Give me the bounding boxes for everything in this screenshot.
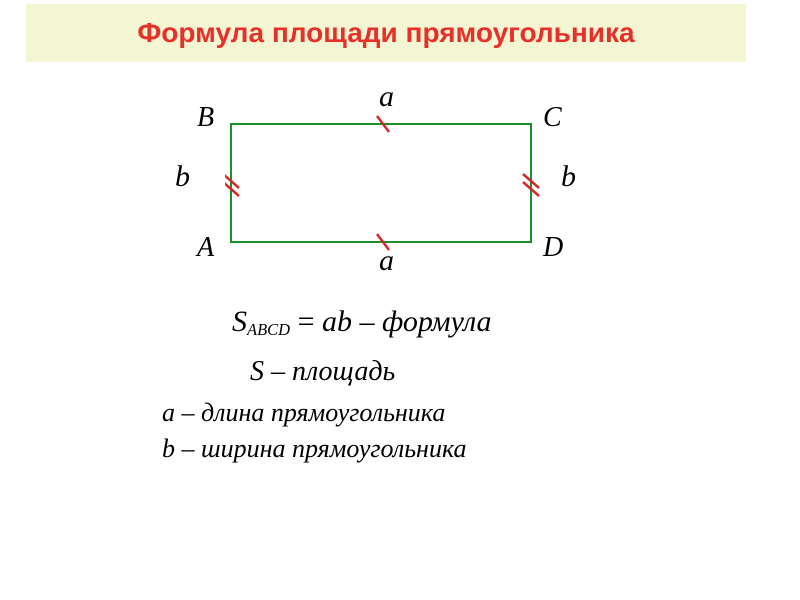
side-label-left: b: [175, 160, 190, 194]
vertex-C: C: [543, 102, 562, 134]
rectangle-diagram: B C A D a a b b: [165, 72, 635, 292]
title-banner: Формула площади прямоугольника: [26, 4, 746, 62]
side-label-bottom: a: [379, 244, 394, 278]
area-S: S: [250, 356, 264, 387]
vertex-B: B: [197, 102, 214, 134]
main-dash: –: [352, 305, 375, 338]
b-word: ширина прямоугольника: [201, 434, 466, 463]
a-word: длина прямоугольника: [201, 398, 445, 427]
area-dash: –: [264, 356, 292, 387]
formula-a-desc: a – длина прямоугольника: [162, 398, 700, 428]
area-word: площадь: [292, 356, 395, 387]
main-sub: ABCD: [247, 320, 290, 339]
vertex-A: A: [197, 232, 214, 264]
rectangle-shape: [231, 124, 531, 242]
main-S: S: [232, 305, 247, 338]
b-var: b: [162, 434, 175, 463]
side-label-right: b: [561, 160, 576, 194]
main-eq: =: [290, 305, 322, 338]
formulas-block: SABCD = ab – формула S – площадь a – дли…: [140, 305, 700, 470]
title-text: Формула площади прямоугольника: [137, 17, 634, 49]
formula-b-desc: b – ширина прямоугольника: [162, 434, 700, 464]
main-word: формула: [375, 305, 492, 338]
side-label-top: a: [379, 80, 394, 114]
a-var: a: [162, 398, 175, 427]
formula-area: S – площадь: [250, 356, 700, 388]
formula-main: SABCD = ab – формула: [232, 305, 700, 340]
vertex-D: D: [543, 232, 563, 264]
b-dash: –: [175, 434, 201, 463]
rectangle-svg: [225, 114, 545, 254]
main-rhs: ab: [322, 305, 352, 338]
a-dash: –: [175, 398, 201, 427]
